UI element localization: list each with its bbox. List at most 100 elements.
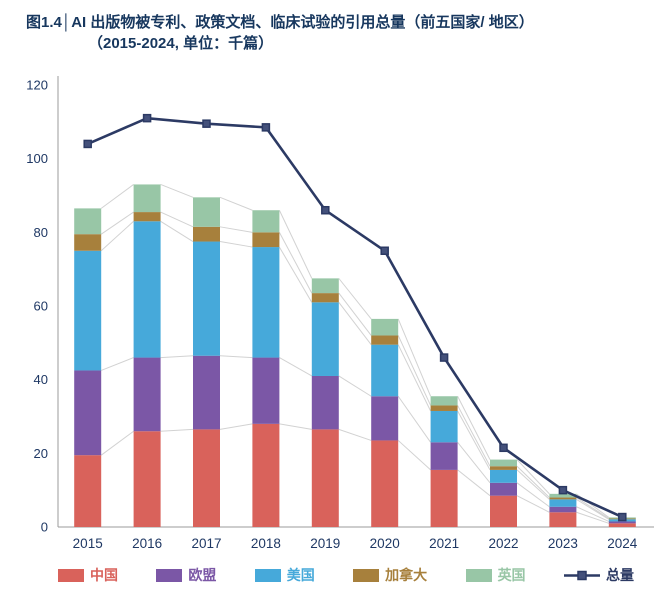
series-connector-line	[516, 495, 550, 513]
bar-segment	[74, 455, 102, 527]
bar-segment	[133, 357, 161, 432]
legend-label: 总量	[605, 567, 634, 583]
y-tick-label: 0	[41, 520, 48, 535]
legend-line-marker-icon	[563, 570, 600, 580]
legend-item: 欧盟	[156, 565, 216, 585]
series-connector-line	[219, 196, 253, 211]
bar-segment	[74, 234, 102, 251]
series-connector-line	[100, 220, 134, 252]
chart-title-line1: 图1.4│AI 出版物被专利、政策文档、临床试验的引用总量（前五国家/ 地区）	[26, 14, 534, 31]
series-connector-line	[338, 278, 372, 320]
legend-label: 中国	[90, 567, 118, 583]
bar-segment	[74, 370, 102, 456]
bar-segment	[311, 302, 339, 376]
legend-swatch	[156, 568, 183, 582]
total-line	[87, 116, 623, 519]
series-connector-line	[576, 511, 609, 524]
legend-swatch	[254, 568, 281, 582]
bar-segment	[608, 523, 636, 527]
bar-segment	[193, 429, 220, 527]
series-connector-line	[279, 423, 312, 430]
bar-segment	[252, 210, 280, 233]
bar-segment	[490, 482, 517, 496]
bar-segment	[490, 459, 517, 467]
bar-segment	[133, 431, 161, 527]
series-connector-line	[397, 440, 431, 471]
legend-label: 英国	[497, 567, 526, 583]
bar-segment	[74, 208, 102, 235]
bar-segment	[371, 335, 399, 345]
legend-swatch	[353, 568, 380, 582]
bar-segment	[311, 293, 339, 303]
total-line-marker	[439, 353, 449, 362]
bar-segment	[311, 375, 339, 430]
chart-title: 图1.4│AI 出版物被专利、政策文档、临床试验的引用总量（前五国家/ 地区） …	[0, 0, 664, 54]
series-connector-line	[278, 246, 313, 303]
series-connector-line	[516, 459, 550, 495]
series-connector-line	[160, 220, 194, 242]
series-connector-line	[576, 506, 610, 522]
series-connector-line	[338, 428, 372, 441]
x-tick-label: 2024	[607, 536, 638, 551]
x-tick-label: 2020	[370, 536, 400, 551]
bar-segment	[371, 440, 399, 527]
legend-label: 加拿大	[385, 567, 428, 583]
series-connector-line	[101, 357, 134, 371]
x-tick-label: 2021	[429, 536, 459, 551]
total-line-marker	[83, 139, 92, 149]
bar-segment	[430, 442, 458, 470]
y-tick-label: 120	[26, 78, 48, 93]
bar-segment	[490, 495, 517, 527]
total-line-marker	[142, 113, 152, 123]
bar-segment	[549, 499, 577, 507]
series-connector-line	[397, 335, 432, 406]
bar-segment	[430, 410, 458, 443]
bar-segment	[252, 423, 280, 527]
series-connector-line	[397, 395, 432, 443]
series-connector-line	[576, 497, 610, 519]
x-tick-label: 2015	[73, 536, 103, 551]
bar-segment	[74, 250, 102, 371]
bar-segment	[311, 278, 339, 294]
series-connector-line	[338, 292, 372, 336]
y-tick-label: 80	[34, 225, 48, 240]
series-connector-line	[516, 465, 550, 498]
series-connector-line	[219, 226, 253, 233]
total-line-marker	[261, 123, 271, 132]
legend-label: 美国	[286, 567, 315, 583]
chart-title-line2: （2015-2024, 单位：千篇）	[88, 35, 274, 52]
legend-item: 总量	[563, 565, 634, 585]
legend-item: 英国	[465, 565, 526, 585]
bar-segment	[252, 357, 280, 424]
bar-segment	[252, 232, 280, 248]
bar-segment	[371, 344, 399, 397]
series-connector-line	[279, 357, 313, 377]
bar-segment	[490, 466, 517, 470]
bar-segment	[490, 469, 517, 483]
total-line-marker	[202, 119, 211, 128]
series-connector-line	[457, 410, 491, 471]
legend-item: 中国	[58, 565, 118, 585]
x-tick-label: 2022	[488, 536, 518, 551]
legend-label: 欧盟	[188, 567, 217, 583]
series-connector-line	[160, 428, 194, 432]
series-connector-line	[457, 396, 491, 460]
total-line-marker	[558, 485, 568, 495]
series-connector-line	[160, 355, 194, 359]
bar-segment	[252, 247, 280, 358]
series-connector-line	[219, 355, 253, 359]
bar-segment	[193, 355, 220, 430]
bar-segment	[133, 184, 161, 213]
chart-legend: 中国 欧盟 美国 加拿大 英国 总量	[0, 561, 664, 585]
legend-item: 美国	[254, 565, 315, 585]
bar-segment	[371, 318, 399, 336]
bar-segment	[549, 506, 577, 513]
total-line-marker	[380, 246, 389, 255]
series-connector-line	[338, 302, 372, 345]
total-line-marker	[618, 512, 627, 522]
series-connector-line	[100, 430, 134, 456]
series-connector-line	[278, 232, 313, 294]
series-connector-line	[457, 441, 491, 484]
series-connector-line	[397, 318, 432, 397]
